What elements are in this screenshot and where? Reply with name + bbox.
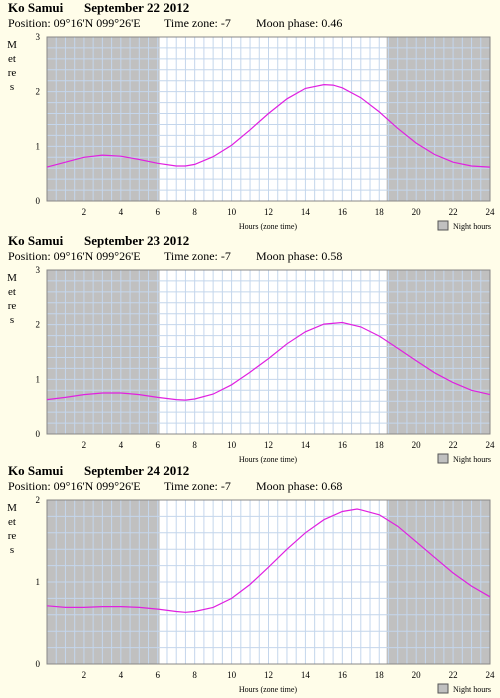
x-tick-label: 14 xyxy=(301,207,311,217)
x-tick-label: 12 xyxy=(264,207,273,217)
x-tick-label: 24 xyxy=(486,440,496,450)
panel-title: Ko Samui September 22 2012 xyxy=(8,0,189,16)
x-tick-label: 10 xyxy=(227,440,237,450)
x-tick-label: 6 xyxy=(156,207,161,217)
timezone-label: Time zone: -7 xyxy=(164,479,231,493)
date-label: September 22 2012 xyxy=(84,0,190,15)
night-legend-swatch xyxy=(437,683,449,694)
x-axis-label: Hours (zone time) xyxy=(239,222,298,231)
moon-phase-label: Moon phase: 0.58 xyxy=(256,249,343,263)
tide-panel-2: Ko Samui September 23 2012 Position: 09°… xyxy=(0,233,500,465)
x-tick-label: 16 xyxy=(338,207,348,217)
y-tick-label: 0 xyxy=(36,659,41,669)
y-tick-label: 2 xyxy=(36,495,41,505)
y-tick-label: 1 xyxy=(36,577,41,587)
x-tick-label: 2 xyxy=(82,207,87,217)
x-tick-label: 14 xyxy=(301,440,311,450)
panel-title: Ko Samui September 23 2012 xyxy=(8,233,189,249)
x-tick-label: 18 xyxy=(375,440,385,450)
x-tick-label: 2 xyxy=(82,670,87,680)
y-tick-label: 2 xyxy=(36,320,41,330)
y-axis-label: Metres xyxy=(7,272,17,326)
x-tick-label: 6 xyxy=(156,440,161,450)
x-tick-label: 22 xyxy=(449,440,458,450)
y-tick-label: 0 xyxy=(36,429,41,439)
tide-curve xyxy=(46,321,491,401)
y-tick-label: 3 xyxy=(36,265,41,275)
x-tick-label: 20 xyxy=(412,670,422,680)
y-axis-label: Metres xyxy=(7,39,17,93)
x-tick-label: 14 xyxy=(301,670,311,680)
moon-phase-label: Moon phase: 0.68 xyxy=(256,479,343,493)
x-tick-label: 18 xyxy=(375,207,385,217)
tide-panel-3: Ko Samui September 24 2012 Position: 09°… xyxy=(0,463,500,695)
x-tick-label: 22 xyxy=(449,670,458,680)
x-tick-label: 20 xyxy=(412,207,422,217)
plot-frame xyxy=(46,36,491,202)
x-tick-label: 12 xyxy=(264,670,273,680)
position-label: Position: 09°16'N 099°26'E xyxy=(8,16,141,30)
x-axis-label: Hours (zone time) xyxy=(239,455,298,464)
night-legend-label: Night hours xyxy=(453,685,491,694)
y-tick-label: 2 xyxy=(36,87,41,97)
timezone-label: Time zone: -7 xyxy=(164,16,231,30)
night-legend-swatch xyxy=(437,453,449,464)
plot-frame xyxy=(46,269,491,435)
position-label: Position: 09°16'N 099°26'E xyxy=(8,249,141,263)
y-tick-label: 1 xyxy=(36,374,41,384)
x-tick-label: 18 xyxy=(375,670,385,680)
plot-frame xyxy=(46,499,491,665)
date-label: September 24 2012 xyxy=(84,463,190,478)
x-tick-label: 2 xyxy=(82,440,87,450)
night-legend-label: Night hours xyxy=(453,222,491,231)
x-tick-label: 4 xyxy=(119,670,124,680)
tide-curve xyxy=(46,83,491,168)
y-tick-label: 3 xyxy=(36,32,41,42)
location-label: Ko Samui xyxy=(8,0,64,15)
y-tick-label: 0 xyxy=(36,196,41,206)
date-label: September 23 2012 xyxy=(84,233,190,248)
night-band xyxy=(386,37,490,201)
position-label: Position: 09°16'N 099°26'E xyxy=(8,479,141,493)
location-label: Ko Samui xyxy=(8,233,64,248)
panel-title: Ko Samui September 24 2012 xyxy=(8,463,189,479)
night-band xyxy=(47,37,160,201)
location-label: Ko Samui xyxy=(8,463,64,478)
x-tick-label: 6 xyxy=(156,670,161,680)
x-axis-label: Hours (zone time) xyxy=(239,685,298,694)
x-tick-label: 8 xyxy=(192,440,197,450)
x-tick-label: 10 xyxy=(227,207,237,217)
tide-panel-1: Ko Samui September 22 2012 Position: 09°… xyxy=(0,0,500,232)
x-tick-label: 16 xyxy=(338,440,348,450)
night-band xyxy=(386,270,490,434)
x-tick-label: 8 xyxy=(192,670,197,680)
moon-phase-label: Moon phase: 0.46 xyxy=(256,16,343,30)
x-tick-label: 22 xyxy=(449,207,458,217)
timezone-label: Time zone: -7 xyxy=(164,249,231,263)
night-legend-swatch xyxy=(437,220,449,231)
x-tick-label: 20 xyxy=(412,440,422,450)
x-tick-label: 16 xyxy=(338,670,348,680)
x-tick-label: 4 xyxy=(119,207,124,217)
x-tick-label: 8 xyxy=(192,207,197,217)
x-tick-label: 10 xyxy=(227,670,237,680)
y-tick-label: 1 xyxy=(36,141,41,151)
y-axis-label: Metres xyxy=(7,502,17,556)
night-legend-label: Night hours xyxy=(453,455,491,464)
x-tick-label: 12 xyxy=(264,440,273,450)
x-tick-label: 4 xyxy=(119,440,124,450)
x-tick-label: 24 xyxy=(486,670,496,680)
tide-curve xyxy=(46,508,491,613)
x-tick-label: 24 xyxy=(486,207,496,217)
night-band xyxy=(47,270,160,434)
